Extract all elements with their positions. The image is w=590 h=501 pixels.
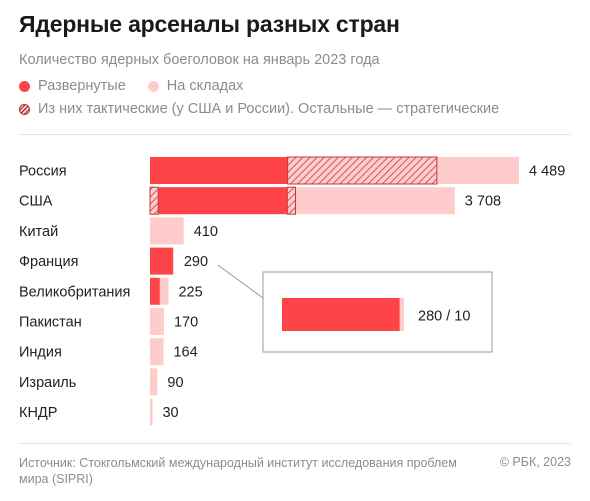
category-label: Китай	[19, 224, 58, 240]
value-label: 4 489	[529, 164, 565, 180]
bottom-divider	[19, 443, 571, 444]
bar-deployed	[150, 277, 160, 305]
bar-stored	[150, 368, 158, 396]
copyright: © РБК, 2023	[499, 455, 571, 469]
source-note: Источник: Стокгольмский международный ин…	[19, 456, 457, 486]
top-divider	[19, 134, 571, 135]
bar-stored	[159, 277, 169, 305]
category-label: Франция	[19, 254, 78, 270]
legend-swatch-deployed	[19, 80, 30, 92]
chart-subtitle: Количество ядерных боеголовок на январь …	[19, 52, 380, 68]
callout-bar-deployed	[282, 298, 400, 331]
legend-item-deployed: Развернутые	[19, 78, 126, 94]
bar-stored	[150, 308, 164, 335]
category-label: КНДР	[19, 405, 57, 421]
bar-stored	[295, 187, 455, 215]
value-label: 410	[194, 224, 218, 240]
category-label: Индия	[19, 345, 62, 361]
category-label: США	[19, 194, 53, 210]
legend-label-stored: На складах	[166, 78, 244, 94]
legend-tactical: Из них тактические (у США и России). Ост…	[19, 101, 521, 117]
callout-bar-stored	[399, 298, 404, 331]
bar-tactical	[149, 186, 159, 215]
legend-swatch-tactical	[19, 103, 30, 115]
bar-deployed	[150, 187, 296, 215]
legend-item-tactical: Из них тактические (у США и России). Ост…	[19, 101, 499, 117]
bar-deployed	[150, 157, 288, 184]
bar-deployed	[150, 247, 174, 275]
value-label: 30	[162, 405, 178, 421]
bar-tactical	[287, 156, 438, 185]
value-label: 164	[173, 345, 197, 361]
legend-label-tactical: Из них тактические (у США и России). Ост…	[38, 101, 500, 117]
value-label: 170	[174, 315, 198, 331]
bar-tactical	[286, 186, 296, 215]
callout-leader	[217, 264, 264, 299]
legend-swatch-stored	[147, 80, 159, 92]
bar-stored	[150, 338, 164, 366]
category-label: Россия	[19, 164, 67, 180]
legend: Развернутые На складах	[19, 78, 265, 94]
category-label: Пакистан	[19, 315, 82, 331]
bar-stored	[150, 217, 184, 245]
category-label: Израиль	[19, 375, 76, 391]
value-label: 90	[167, 375, 183, 391]
callout-label: 280 / 10	[418, 309, 470, 325]
value-label: 225	[178, 284, 202, 300]
bar-stored	[173, 247, 174, 275]
bar-stored	[150, 398, 153, 426]
legend-label-deployed: Развернутые	[38, 78, 126, 94]
chart-title: Ядерные арсеналы разных стран	[19, 11, 400, 37]
category-label: Великобритания	[19, 284, 130, 300]
value-label: 3 708	[465, 194, 501, 210]
legend-item-stored: На складах	[147, 78, 244, 94]
value-label: 290	[184, 254, 208, 270]
